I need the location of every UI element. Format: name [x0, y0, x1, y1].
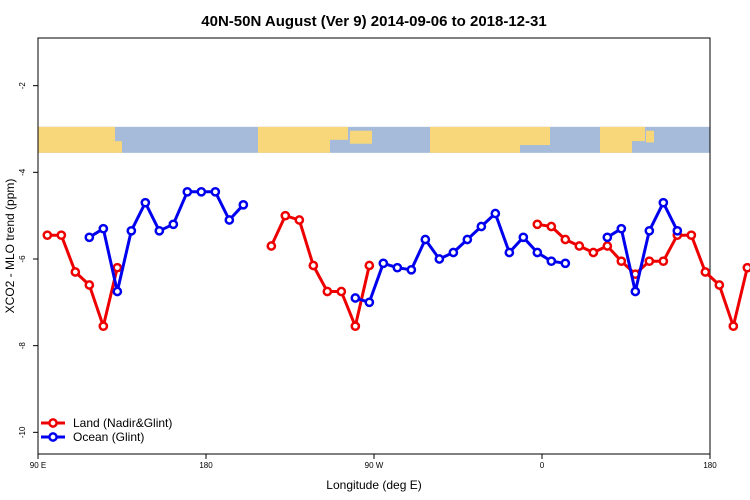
map-land — [350, 130, 372, 144]
y-tick-label: -2 — [18, 82, 27, 90]
legend-ocean-label: Ocean (Glint) — [73, 430, 144, 444]
x-tick-label: 180 — [703, 461, 717, 470]
map-ocean — [38, 126, 710, 153]
data-point-land — [616, 256, 627, 267]
map-land — [520, 126, 550, 146]
x-tick-label: 0 — [540, 461, 545, 470]
map-land — [112, 141, 122, 153]
data-point-land — [714, 280, 725, 290]
data-point-land — [112, 262, 123, 273]
data-point-ocean — [182, 186, 193, 197]
x-tick-label: 90 W — [365, 461, 384, 470]
data-point-ocean — [476, 221, 487, 232]
data-point-ocean — [518, 232, 529, 243]
map-strip — [38, 126, 710, 153]
data-point-land — [42, 230, 53, 241]
data-point-ocean — [630, 286, 641, 297]
legend: Land (Nadir&Glint) Ocean (Glint) — [41, 416, 172, 444]
x-axis: 90 E 180 90 W 0 180 — [30, 454, 717, 470]
data-point-ocean — [602, 232, 613, 243]
series-group — [42, 186, 750, 332]
data-point-ocean — [658, 197, 669, 208]
map-land — [38, 126, 115, 153]
map-land — [646, 130, 654, 143]
data-point-ocean — [168, 219, 179, 230]
data-point-ocean — [546, 256, 557, 267]
data-point-ocean — [364, 297, 375, 308]
data-point-ocean — [420, 234, 431, 245]
data-point-land — [294, 215, 305, 225]
y-tick-label: -8 — [18, 342, 27, 350]
data-point-ocean — [84, 232, 95, 243]
y-tick-label: -6 — [18, 255, 27, 263]
data-point-land — [602, 241, 613, 251]
data-point-land — [644, 256, 655, 267]
data-point-ocean — [196, 186, 207, 197]
data-point-ocean — [238, 199, 249, 210]
data-point-ocean — [350, 293, 361, 303]
data-point-ocean — [98, 223, 109, 234]
x-axis-label: Longitude (deg E) — [326, 478, 421, 492]
data-point-land — [336, 286, 347, 297]
data-point-ocean — [406, 264, 417, 275]
data-point-land — [308, 260, 319, 271]
data-point-ocean — [126, 225, 137, 236]
series-line-ocean — [88, 190, 245, 293]
data-point-land — [588, 247, 599, 258]
data-point-land — [280, 210, 291, 221]
data-point-ocean — [154, 225, 165, 236]
data-point-ocean — [462, 234, 473, 245]
chart-title: 40N-50N August (Ver 9) 2014-09-06 to 201… — [201, 13, 546, 30]
x-tick-label: 180 — [199, 461, 213, 470]
x-tick-label: 90 E — [30, 461, 46, 470]
data-point-ocean — [210, 186, 221, 197]
data-point-land — [560, 234, 571, 245]
data-point-ocean — [532, 247, 543, 258]
y-axis-label: XCO2 - MLO trend (ppm) — [3, 179, 17, 314]
data-point-land — [56, 230, 67, 241]
map-land — [330, 126, 348, 140]
map-land — [258, 126, 330, 153]
data-point-ocean — [504, 247, 515, 258]
data-point-ocean — [616, 223, 627, 234]
y-axis: -2 -4 -6 -8 -10 — [18, 82, 38, 438]
data-point-ocean — [672, 225, 683, 236]
data-point-land — [266, 241, 277, 251]
legend-land-marker — [48, 418, 58, 428]
data-point-land — [700, 267, 711, 277]
data-point-ocean — [644, 225, 655, 236]
data-point-ocean — [112, 286, 123, 297]
y-tick-label: -4 — [18, 168, 27, 176]
legend-land-label: Land (Nadir&Glint) — [73, 416, 172, 430]
data-point-land — [532, 219, 543, 230]
data-point-land — [70, 267, 81, 277]
data-point-ocean — [378, 258, 389, 269]
data-point-land — [728, 321, 739, 332]
data-point-land — [364, 260, 375, 271]
data-point-ocean — [224, 215, 235, 225]
map-land — [632, 126, 645, 142]
data-point-land — [742, 262, 750, 273]
data-point-ocean — [140, 197, 151, 208]
data-point-ocean — [448, 247, 459, 258]
data-point-land — [322, 286, 333, 297]
map-land — [430, 126, 520, 153]
legend-ocean-marker — [48, 432, 58, 442]
data-point-land — [658, 256, 669, 267]
series-line-ocean — [354, 212, 566, 304]
data-point-ocean — [490, 208, 501, 219]
data-point-land — [84, 280, 95, 290]
data-point-land — [574, 241, 585, 251]
data-point-ocean — [392, 262, 403, 273]
data-point-land — [350, 321, 361, 332]
data-point-land — [98, 321, 109, 332]
data-point-land — [686, 230, 697, 241]
data-point-ocean — [434, 254, 445, 264]
y-tick-label: -10 — [18, 426, 27, 438]
data-point-ocean — [560, 258, 571, 269]
data-point-land — [546, 221, 557, 232]
map-land — [600, 126, 632, 153]
